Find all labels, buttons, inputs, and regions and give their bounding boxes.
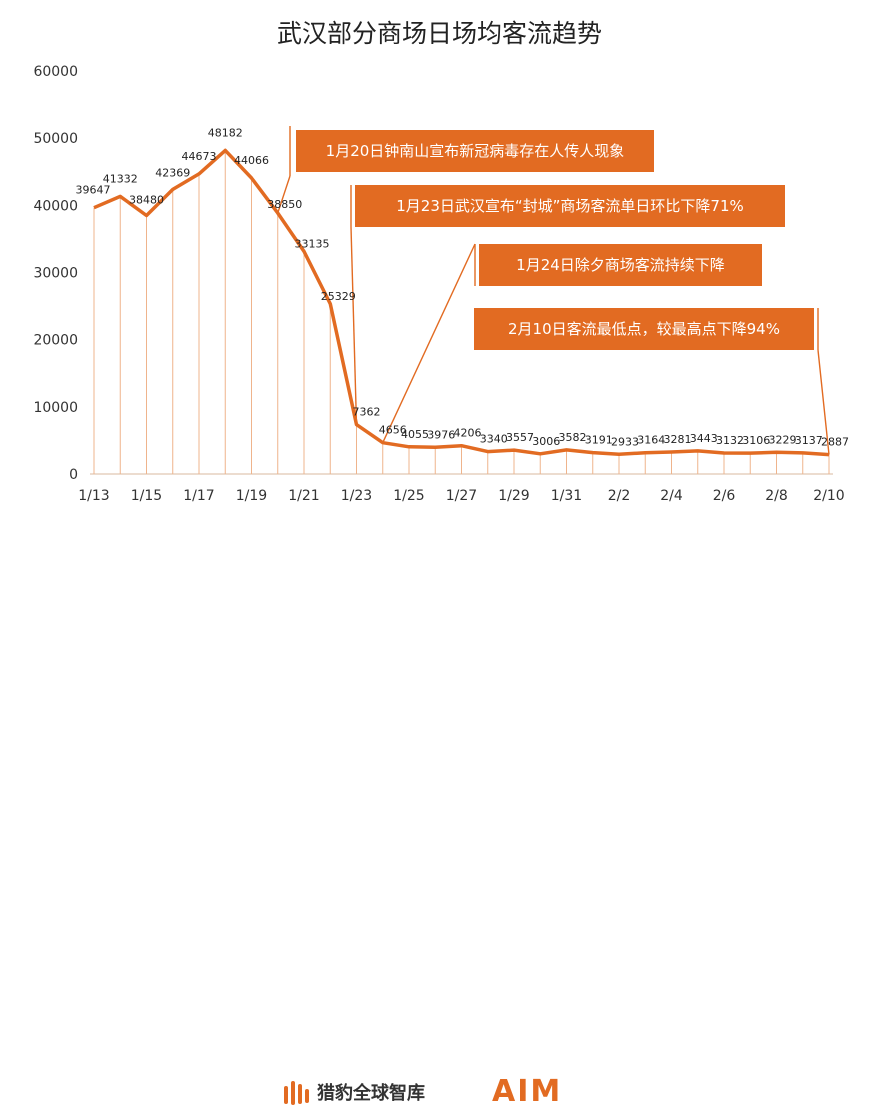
y-tick-label: 50000	[33, 131, 78, 147]
y-tick-label: 0	[69, 467, 78, 483]
data-label: 3443	[690, 432, 718, 445]
annotation-leader-lines	[277, 126, 830, 455]
annotation-text: 1月24日除夕商场客流持续下降	[516, 256, 725, 274]
x-tick-label: 2/2	[608, 488, 631, 504]
data-label: 38480	[129, 194, 164, 207]
x-tick-label: 1/29	[498, 488, 529, 504]
annotation-leader	[817, 349, 830, 455]
data-label: 4656	[379, 424, 407, 437]
annotation-leader	[350, 226, 358, 425]
x-tick-label: 1/15	[131, 488, 162, 504]
drop-lines	[93, 150, 830, 474]
y-tick-label: 60000	[33, 64, 78, 80]
data-label: 3582	[559, 431, 587, 444]
data-label: 48182	[208, 126, 243, 139]
chart-title: 武汉部分商场日场均客流趋势	[276, 19, 602, 48]
series-line	[93, 148, 830, 457]
annotation-leader	[277, 175, 291, 214]
annotation-text: 2月10日客流最低点，较最高点下降94%	[508, 320, 780, 338]
data-label: 3137	[795, 434, 823, 447]
data-label: 3164	[637, 434, 665, 447]
data-label: 4206	[454, 427, 482, 440]
x-tick-label: 1/13	[78, 488, 109, 504]
data-label: 7362	[353, 406, 381, 419]
data-label: 44673	[182, 150, 217, 163]
x-tick-label: 2/6	[713, 488, 736, 504]
data-label: 42369	[155, 166, 190, 179]
y-tick-label: 10000	[33, 400, 78, 416]
data-label: 3191	[585, 434, 613, 447]
annotation: 1月24日除夕商场客流持续下降	[479, 244, 762, 286]
data-label: 44066	[234, 154, 269, 167]
annotation-text: 1月20日钟南山宣布新冠病毒存在人传人现象	[326, 142, 625, 160]
footer: 猎豹全球智库 AIM	[0, 538, 879, 1109]
cheetah-logo-text: 猎豹全球智库	[317, 1083, 425, 1104]
data-label: 4055	[401, 428, 429, 441]
annotation: 1月20日钟南山宣布新冠病毒存在人传人现象	[296, 130, 654, 172]
annotation-box	[296, 130, 654, 172]
data-label: 39647	[76, 184, 111, 197]
data-label: 3281	[664, 433, 692, 446]
x-tick-label: 1/19	[236, 488, 267, 504]
data-label: 3340	[480, 433, 508, 446]
annotation-box	[474, 308, 814, 350]
annotation-text: 1月23日武汉宣布“封城”商场客流单日环比下降71%	[396, 197, 744, 215]
line-chart: 0 10000 20000 30000 40000 50000 60000 1/13 1/15 1…	[33, 64, 850, 504]
x-tick-label: 1/23	[341, 488, 372, 504]
annotation: 2月10日客流最低点，较最高点下降94%	[474, 308, 814, 350]
x-tick-label: 2/10	[813, 488, 844, 504]
annotation-box	[479, 244, 762, 286]
annotation: 1月23日武汉宣布“封城”商场客流单日环比下降71%	[355, 185, 785, 227]
y-tick-label: 30000	[33, 266, 78, 282]
cheetah-logo: 猎豹全球智库	[283, 1078, 425, 1106]
x-tick-label: 2/8	[765, 488, 788, 504]
x-tick-label: 1/21	[288, 488, 319, 504]
data-label: 3106	[742, 434, 770, 447]
annotation-box	[355, 185, 785, 227]
data-label: 3557	[506, 431, 534, 444]
y-tick-label: 40000	[33, 198, 78, 214]
x-tick-label: 1/17	[183, 488, 214, 504]
aim-logo: AIM	[492, 1074, 563, 1109]
x-tick-label: 1/31	[551, 488, 582, 504]
y-tick-label: 20000	[33, 333, 78, 349]
data-label: 25329	[321, 290, 356, 303]
data-label: 33135	[295, 237, 330, 250]
annotation-leader	[382, 243, 476, 444]
data-label: 41332	[103, 172, 138, 185]
annotations: 1月20日钟南山宣布新冠病毒存在人传人现象 1月23日武汉宣布“封城”商场客流单日…	[296, 130, 814, 350]
x-tick-label: 2/4	[660, 488, 683, 504]
cheetah-logo-icon	[284, 1081, 309, 1105]
data-label: 2887	[821, 436, 849, 449]
data-label: 3229	[769, 433, 797, 446]
data-label: 3976	[427, 428, 455, 441]
data-label: 3006	[532, 435, 560, 448]
data-label: 2933	[611, 435, 639, 448]
data-label: 38850	[267, 198, 302, 211]
x-tick-label: 1/25	[393, 488, 424, 504]
x-tick-label: 1/27	[446, 488, 477, 504]
data-label: 3132	[716, 434, 744, 447]
